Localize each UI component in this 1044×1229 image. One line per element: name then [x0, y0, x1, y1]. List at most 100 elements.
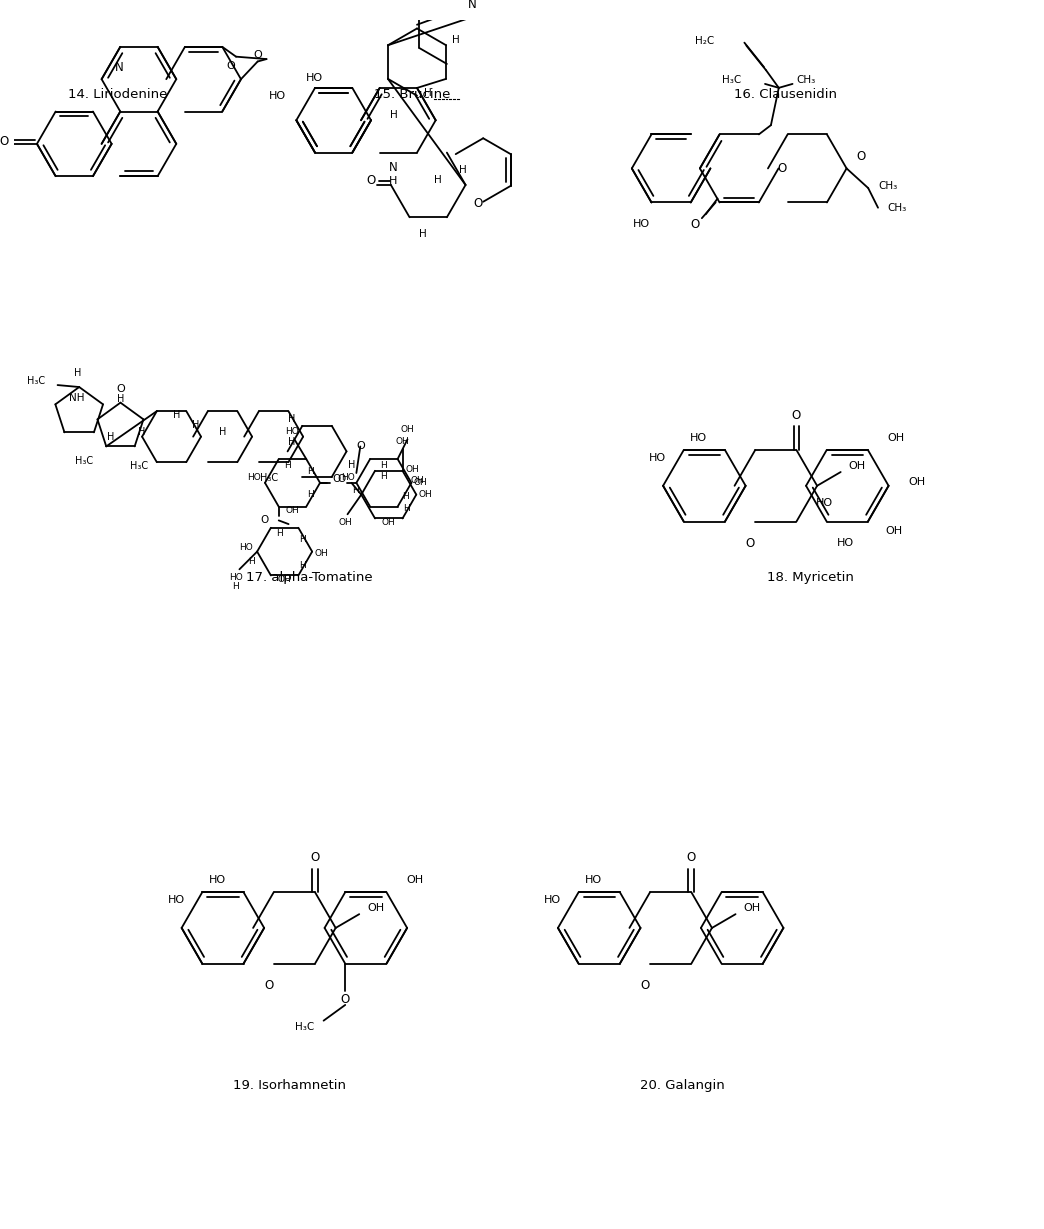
Text: HO: HO: [585, 875, 602, 885]
Text: O: O: [690, 218, 699, 231]
Text: O: O: [857, 150, 865, 163]
Text: HO: HO: [239, 543, 254, 552]
Text: H: H: [288, 436, 295, 446]
Text: HO: HO: [633, 219, 650, 229]
Text: H: H: [403, 504, 410, 512]
Text: OH: OH: [413, 478, 427, 488]
Text: H: H: [277, 530, 283, 538]
Text: HO: HO: [836, 538, 854, 548]
Text: O: O: [641, 978, 649, 992]
Text: O: O: [227, 60, 236, 70]
Text: OH: OH: [908, 477, 925, 487]
Text: HO: HO: [815, 499, 833, 509]
Text: 19. Isorhamnetin: 19. Isorhamnetin: [233, 1079, 346, 1091]
Text: O: O: [254, 49, 262, 60]
Text: OH: OH: [405, 465, 420, 473]
Text: H: H: [452, 36, 459, 45]
Text: CH₃: CH₃: [887, 203, 907, 213]
Text: O: O: [791, 409, 801, 422]
Text: O: O: [356, 441, 364, 451]
Text: OH: OH: [406, 875, 423, 885]
Text: O: O: [116, 383, 125, 395]
Text: H: H: [299, 536, 306, 544]
Text: O: O: [310, 852, 319, 864]
Text: H: H: [73, 369, 81, 379]
Text: 14. Liriodenine: 14. Liriodenine: [68, 88, 167, 101]
Text: OH: OH: [382, 517, 396, 527]
Text: O: O: [337, 474, 346, 484]
Text: OH: OH: [367, 903, 384, 913]
Text: OH: OH: [338, 517, 353, 527]
Text: H: H: [380, 472, 387, 482]
Text: H: H: [307, 490, 313, 499]
Text: H₃C: H₃C: [130, 461, 148, 471]
Text: H: H: [424, 87, 432, 98]
Text: H: H: [434, 175, 442, 186]
Text: H: H: [402, 492, 409, 501]
Text: 15. Brucine: 15. Brucine: [374, 88, 450, 101]
Text: CH₃: CH₃: [797, 75, 815, 85]
Text: O: O: [474, 197, 483, 210]
Text: OH: OH: [314, 549, 328, 558]
Text: HO: HO: [229, 573, 242, 581]
Text: N: N: [468, 0, 477, 11]
Text: H: H: [380, 461, 387, 469]
Text: OH: OH: [278, 575, 291, 584]
Text: O: O: [366, 173, 376, 187]
Text: H: H: [389, 176, 398, 186]
Text: OH: OH: [849, 461, 865, 471]
Text: H: H: [458, 165, 467, 176]
Text: HO: HO: [167, 895, 185, 905]
Text: OH: OH: [410, 477, 424, 485]
Text: OH: OH: [743, 903, 760, 913]
Text: O: O: [0, 135, 8, 149]
Text: H: H: [299, 560, 306, 570]
Text: HO: HO: [340, 473, 354, 483]
Text: H: H: [232, 583, 239, 591]
Text: H: H: [248, 557, 255, 565]
Text: HO: HO: [306, 73, 323, 84]
Text: H: H: [288, 414, 295, 424]
Text: HO: HO: [209, 875, 226, 885]
Text: N: N: [115, 61, 124, 75]
Text: HO: HO: [690, 434, 707, 444]
Text: HO: HO: [247, 473, 261, 483]
Text: H₃C: H₃C: [75, 456, 93, 466]
Text: 16. Clausenidin: 16. Clausenidin: [734, 88, 837, 101]
Text: CH₃: CH₃: [878, 181, 897, 190]
Text: H: H: [192, 420, 199, 430]
Text: HO: HO: [286, 426, 300, 436]
Text: OH: OH: [887, 434, 905, 444]
Text: H: H: [307, 467, 313, 476]
Text: HO: HO: [649, 454, 666, 463]
Text: H: H: [389, 111, 398, 120]
Text: H: H: [353, 487, 359, 495]
Text: O: O: [745, 537, 755, 549]
Text: H: H: [348, 460, 355, 471]
Text: HO: HO: [544, 895, 561, 905]
Text: H₃C: H₃C: [27, 376, 45, 386]
Text: OH: OH: [401, 425, 414, 434]
Text: NH: NH: [69, 393, 85, 403]
Text: O: O: [340, 993, 350, 1005]
Text: H: H: [117, 393, 124, 403]
Text: H: H: [172, 410, 181, 420]
Text: 20. Galangin: 20. Galangin: [640, 1079, 725, 1091]
Text: 17. alpha-Tomatine: 17. alpha-Tomatine: [245, 570, 373, 584]
Text: HO: HO: [268, 91, 285, 101]
Text: H₃C: H₃C: [260, 473, 278, 483]
Text: H: H: [219, 426, 227, 436]
Text: O: O: [687, 852, 696, 864]
Text: H: H: [106, 431, 115, 441]
Text: OH: OH: [419, 490, 432, 499]
Text: N: N: [389, 161, 398, 175]
Text: 18. Myricetin: 18. Myricetin: [766, 570, 854, 584]
Text: H₃C: H₃C: [294, 1021, 314, 1031]
Text: OH: OH: [396, 436, 409, 446]
Text: O: O: [264, 978, 274, 992]
Text: H₂C: H₂C: [694, 36, 714, 45]
Text: OH: OH: [286, 506, 300, 515]
Text: H: H: [284, 461, 291, 469]
Text: H₃C: H₃C: [722, 75, 741, 85]
Text: H: H: [139, 426, 146, 436]
